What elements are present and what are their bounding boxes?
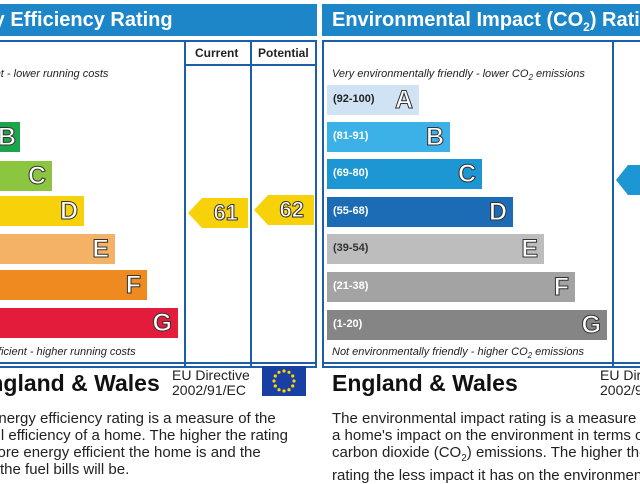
- energy-band-d-letter: D: [59, 197, 78, 226]
- environment-band-b-letter: B: [425, 123, 444, 152]
- energy-band-b: B: [0, 122, 20, 152]
- energy-current-arrow: 61: [188, 198, 248, 228]
- environment-band-d-range: (55-68): [333, 205, 369, 217]
- environment-band-g: (1-20) G: [327, 310, 607, 340]
- energy-band-e-letter: E: [92, 235, 110, 264]
- energy-potential-arrow: 62: [254, 195, 314, 225]
- environment-band-f-range: (21-38): [333, 280, 369, 292]
- environment-band-a-range: (92-100): [333, 93, 375, 105]
- energy-band-g: G: [0, 308, 178, 338]
- environment-bottom-note: Not environmentally friendly - higher CO…: [332, 346, 585, 361]
- environment-footer: England & Wales: [332, 370, 518, 396]
- environment-band-b-range: (81-91): [333, 130, 369, 142]
- energy-directive: EU Directive 2002/91/EC: [172, 367, 250, 398]
- environment-col-divider: [612, 40, 614, 368]
- environment-band-g-letter: G: [581, 311, 601, 340]
- environment-footer-rule: [322, 362, 640, 364]
- energy-band-b-letter: B: [0, 123, 17, 152]
- environment-band-f-letter: F: [553, 273, 569, 302]
- energy-footer-region: England & Wales: [0, 370, 160, 396]
- energy-col-divider-1: [184, 40, 186, 368]
- environment-band-d-letter: D: [488, 198, 507, 227]
- environment-band-e: (39-54) E: [327, 234, 544, 264]
- environment-title: Environmental Impact (CO2) Rating: [332, 9, 640, 34]
- energy-band-d: D: [0, 196, 84, 226]
- energy-header-rule: [184, 64, 317, 66]
- environment-directive: EU Directive 2002/91/EC: [600, 368, 640, 398]
- environment-band-a-letter: A: [394, 86, 413, 115]
- energy-band-g-letter: G: [152, 309, 172, 338]
- environment-band-g-range: (1-20): [333, 318, 363, 330]
- energy-title: Energy Efficiency Rating: [0, 9, 173, 31]
- environment-band-c: (69-80) C: [327, 159, 482, 189]
- energy-current-heading: Current: [195, 46, 239, 60]
- environment-description: The environmental impact rating is a mea…: [332, 410, 640, 484]
- energy-band-c-letter: C: [27, 162, 46, 191]
- eu-flag-icon: [262, 366, 306, 396]
- environment-band-f: (21-38) F: [327, 272, 575, 302]
- energy-band-f: F: [0, 270, 147, 300]
- environment-band-c-range: (69-80): [333, 167, 369, 179]
- energy-top-note: Very energy efficient - lower running co…: [0, 68, 109, 80]
- current-arrow-shape: [188, 198, 248, 228]
- energy-header: Energy Efficiency Rating: [0, 4, 317, 36]
- environment-band-d: (55-68) D: [327, 197, 513, 227]
- environment-band-a: (92-100) A: [327, 85, 419, 115]
- environment-band-c-letter: C: [457, 160, 476, 189]
- energy-band-e: E: [0, 234, 115, 264]
- environment-band-b: (81-91) B: [327, 122, 450, 152]
- environment-top-note: Very environmentally friendly - lower CO…: [332, 68, 585, 83]
- energy-efficiency-panel: Energy Efficiency Rating Current Potenti…: [0, 0, 317, 480]
- environment-arrow-shape: [616, 165, 640, 195]
- environment-header: Environmental Impact (CO2) Rating: [322, 4, 640, 36]
- potential-arrow-shape: [254, 195, 314, 225]
- environmental-impact-panel: Environmental Impact (CO2) Rating Very e…: [322, 0, 640, 484]
- energy-description: The energy efficiency rating is a measur…: [0, 410, 288, 478]
- energy-potential-heading: Potential: [258, 46, 309, 60]
- environment-current-arrow-partial: [616, 165, 640, 195]
- eu-stars-icon: [272, 369, 296, 393]
- environment-band-e-letter: E: [521, 235, 539, 264]
- energy-band-c: C: [0, 161, 52, 191]
- energy-potential-value: 62: [279, 197, 305, 223]
- energy-band-f-letter: F: [125, 271, 141, 300]
- energy-bottom-note: Not energy efficient - higher running co…: [0, 346, 136, 358]
- energy-col-divider-2: [250, 40, 252, 368]
- energy-footer-rule: [0, 362, 317, 364]
- energy-current-value: 61: [213, 200, 239, 226]
- environment-band-e-range: (39-54): [333, 242, 369, 254]
